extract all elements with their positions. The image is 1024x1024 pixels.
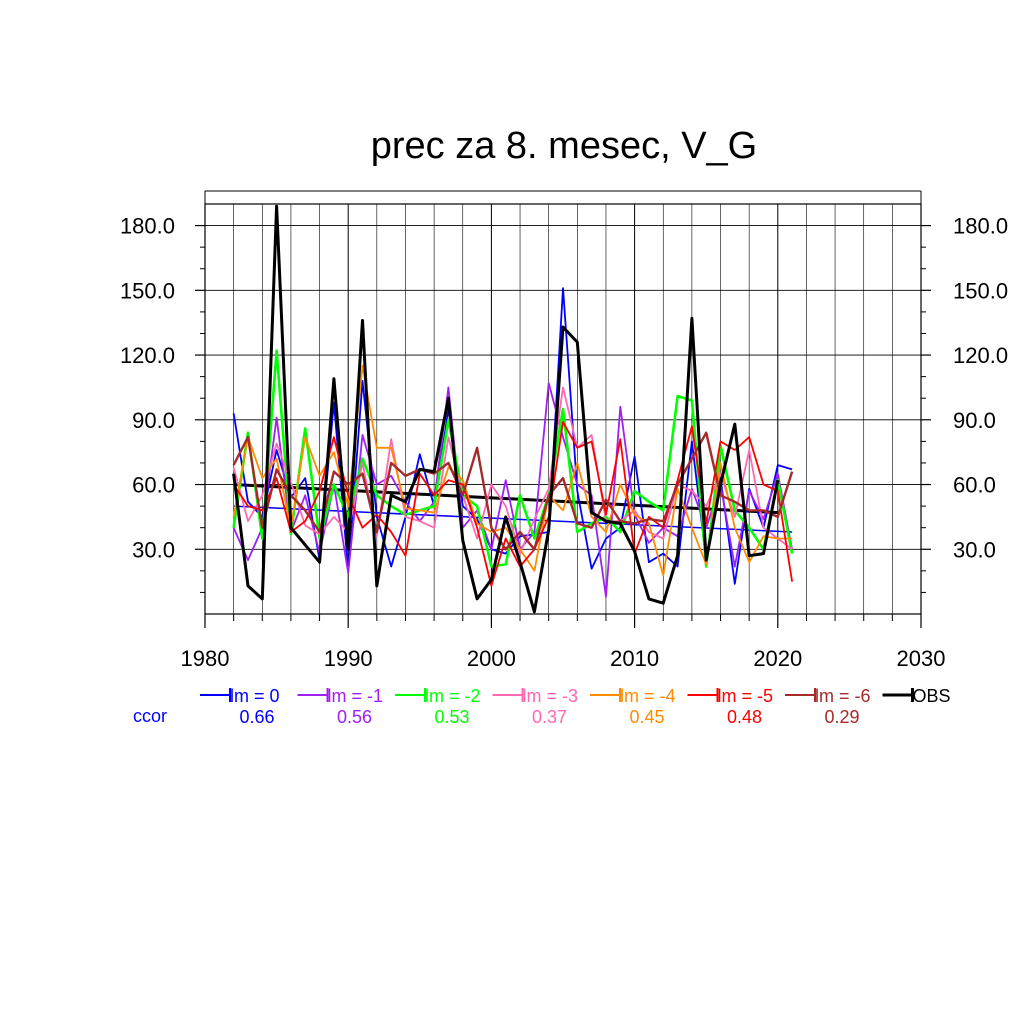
ccor-value: 0.53 [434,707,469,727]
x-tick-label: 1990 [324,646,373,671]
x-tick-label: 2030 [897,646,946,671]
y-tick-label-right: 90.0 [953,408,996,433]
y-tick-label-left: 180.0 [120,214,175,239]
series-line [232,382,793,598]
legend-label: lm = -3 [523,686,579,706]
series-line [232,204,780,614]
ccor-value: 0.45 [629,707,664,727]
series-line [232,386,793,555]
x-tick-label: 1980 [181,646,230,671]
legend-label: lm = -5 [718,686,774,706]
y-tick-label-right: 150.0 [953,278,1008,303]
chart-title: prec za 8. mesec, V_G [371,125,758,167]
ccor-value: 0.37 [532,707,567,727]
legend-label: lm = 0 [230,686,280,706]
ccor-value: 0.56 [337,707,372,727]
legend-label: lm = -2 [425,686,481,706]
y-tick-label-right: 180.0 [953,214,1008,239]
ccor-value: 0.29 [824,707,859,727]
legend-label: OBS [913,686,951,706]
y-tick-label-left: 30.0 [132,537,175,562]
series-lines [232,204,794,614]
y-tick-label-left: 150.0 [120,278,175,303]
y-tick-label-right: 60.0 [953,473,996,498]
ccor-value: 0.66 [239,707,274,727]
legend-label: lm = -6 [815,686,871,706]
x-tick-label: 2010 [610,646,659,671]
plot-frame [204,203,922,615]
y-tick-label-left: 60.0 [132,473,175,498]
y-tick-label-left: 120.0 [120,343,175,368]
legend-label: lm = -4 [620,686,676,706]
axes: 1980 1990 2000 2010 2020 2030 30.0 30.0 60.0 60.0… [120,190,1008,671]
ccor-label: ccor [133,706,167,726]
y-tick-label-left: 90.0 [132,408,175,433]
x-tick-label: 2020 [753,646,802,671]
series-line [232,349,794,568]
x-tick-label: 2000 [467,646,516,671]
y-tick-label-right: 30.0 [953,537,996,562]
y-tick-label-right: 120.0 [953,343,1008,368]
legend-label: lm = -1 [328,686,384,706]
grid [205,204,921,614]
ccor-value: 0.48 [727,707,762,727]
